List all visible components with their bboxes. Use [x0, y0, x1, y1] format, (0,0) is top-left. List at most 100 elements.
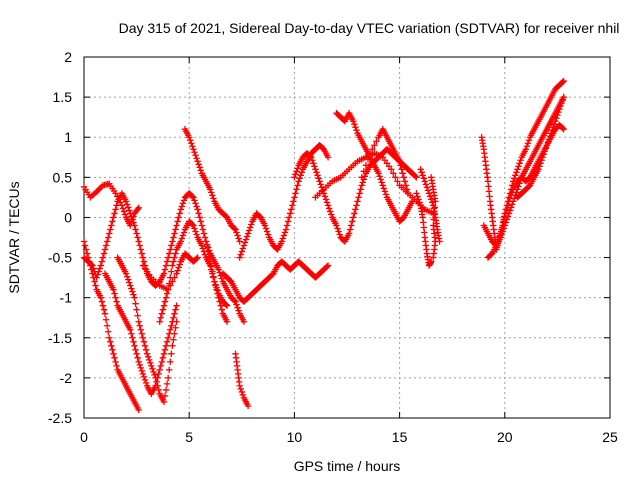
- data-point-marker: [222, 301, 230, 308]
- data-point-marker: [130, 219, 137, 226]
- data-point-marker: [326, 208, 334, 215]
- data-point-marker: [400, 174, 408, 181]
- y-tick-label: -2.5: [48, 410, 72, 426]
- x-tick-label: 5: [185, 429, 193, 445]
- data-point-marker: [334, 225, 341, 232]
- data-point-marker: [168, 322, 175, 329]
- data-point-marker: [205, 247, 213, 254]
- data-point-marker: [284, 218, 292, 225]
- data-point-marker: [216, 269, 223, 276]
- data-point-marker: [137, 246, 145, 253]
- data-point-marker: [430, 254, 437, 261]
- data-point-marker: [237, 251, 244, 258]
- x-tick-label: 10: [287, 429, 303, 445]
- data-point-marker: [494, 239, 501, 246]
- data-point-marker: [413, 190, 420, 197]
- data-point-marker: [286, 210, 294, 217]
- data-point-marker: [560, 93, 567, 101]
- data-point-marker: [128, 330, 135, 337]
- data-point-marker: [236, 254, 243, 261]
- data-point-marker: [560, 126, 567, 133]
- data-point-marker: [496, 233, 503, 240]
- data-point-marker: [135, 318, 142, 325]
- data-point-marker: [315, 175, 322, 182]
- data-point-marker: [349, 218, 356, 225]
- data-point-marker: [279, 235, 287, 242]
- data-point-marker: [551, 120, 558, 128]
- data-point-marker: [323, 199, 331, 206]
- data-point-marker: [209, 270, 216, 277]
- data-point-marker: [130, 338, 137, 345]
- data-point-marker: [306, 153, 314, 160]
- data-point-marker: [281, 229, 289, 236]
- data-point-marker: [189, 143, 196, 150]
- data-point-marker: [359, 179, 366, 186]
- data-point-marker: [99, 254, 107, 261]
- data-point-marker: [421, 178, 429, 185]
- data-point-marker: [345, 230, 353, 237]
- data-point-marker: [155, 386, 162, 394]
- data-point-marker: [360, 168, 368, 175]
- data-point-marker: [535, 166, 542, 173]
- data-point-marker: [200, 248, 208, 255]
- data-point-marker: [124, 204, 132, 211]
- data-point-marker: [264, 231, 272, 238]
- data-point-marker: [168, 242, 175, 249]
- data-point-marker: [392, 174, 399, 181]
- data-point-marker: [308, 154, 315, 161]
- data-point-marker: [234, 232, 241, 239]
- data-point-marker: [139, 254, 147, 261]
- axis-ticks: 0 5 10 15 20 25 2 1.5 1 0.5 0 -0.5 -1 -1.5 -2 -2.5: [48, 49, 618, 445]
- data-point-marker: [522, 146, 530, 153]
- data-point-marker: [500, 218, 507, 225]
- data-point-marker: [293, 168, 300, 175]
- data-point-marker: [100, 250, 108, 257]
- data-point-marker: [120, 208, 128, 215]
- data-point-marker: [173, 302, 180, 309]
- data-point-marker: [404, 190, 412, 197]
- data-point-marker: [167, 274, 174, 281]
- data-point-marker: [166, 280, 173, 287]
- x-tick-label: 0: [80, 429, 88, 445]
- data-point-marker: [81, 242, 89, 249]
- y-tick-label: 2: [64, 49, 72, 65]
- x-tick-label: 25: [602, 429, 618, 445]
- plot-frame: [83, 56, 611, 419]
- data-point-marker: [82, 246, 90, 253]
- data-point-marker: [262, 225, 270, 232]
- data-point-marker: [169, 262, 176, 269]
- data-point-marker: [208, 266, 215, 273]
- data-point-marker: [502, 210, 510, 217]
- data-point-marker: [431, 210, 438, 217]
- data-point-marker: [161, 346, 169, 354]
- data-point-marker: [413, 174, 420, 181]
- data-point-marker: [552, 117, 559, 125]
- data-point-marker: [138, 250, 146, 257]
- data-point-marker: [167, 358, 174, 366]
- data-point-marker: [560, 77, 567, 85]
- data-point-marker: [202, 238, 210, 245]
- data-point-marker: [285, 214, 293, 221]
- data-point-marker: [189, 193, 196, 200]
- data-point-marker: [350, 117, 357, 125]
- data-point-marker: [179, 200, 187, 207]
- data-point-marker: [133, 230, 140, 237]
- data-point-marker: [325, 205, 333, 212]
- data-point-marker: [123, 201, 131, 208]
- x-tick-label: 15: [392, 429, 408, 445]
- data-point-marker: [549, 123, 557, 131]
- data-point-marker: [366, 150, 374, 157]
- data-point-marker: [390, 170, 397, 177]
- data-point-marker: [162, 342, 170, 349]
- data-point-marker: [324, 202, 332, 209]
- x-tick-label: 20: [497, 429, 513, 445]
- data-point-marker: [357, 186, 364, 193]
- data-point-marker: [162, 294, 170, 301]
- data-point-marker: [516, 160, 523, 167]
- data-point-marker: [171, 330, 178, 337]
- data-point-marker: [352, 206, 359, 213]
- data-point-marker: [416, 199, 423, 206]
- data-point-marker: [247, 224, 254, 231]
- data-point-marker: [377, 176, 384, 183]
- data-point-marker: [194, 254, 201, 261]
